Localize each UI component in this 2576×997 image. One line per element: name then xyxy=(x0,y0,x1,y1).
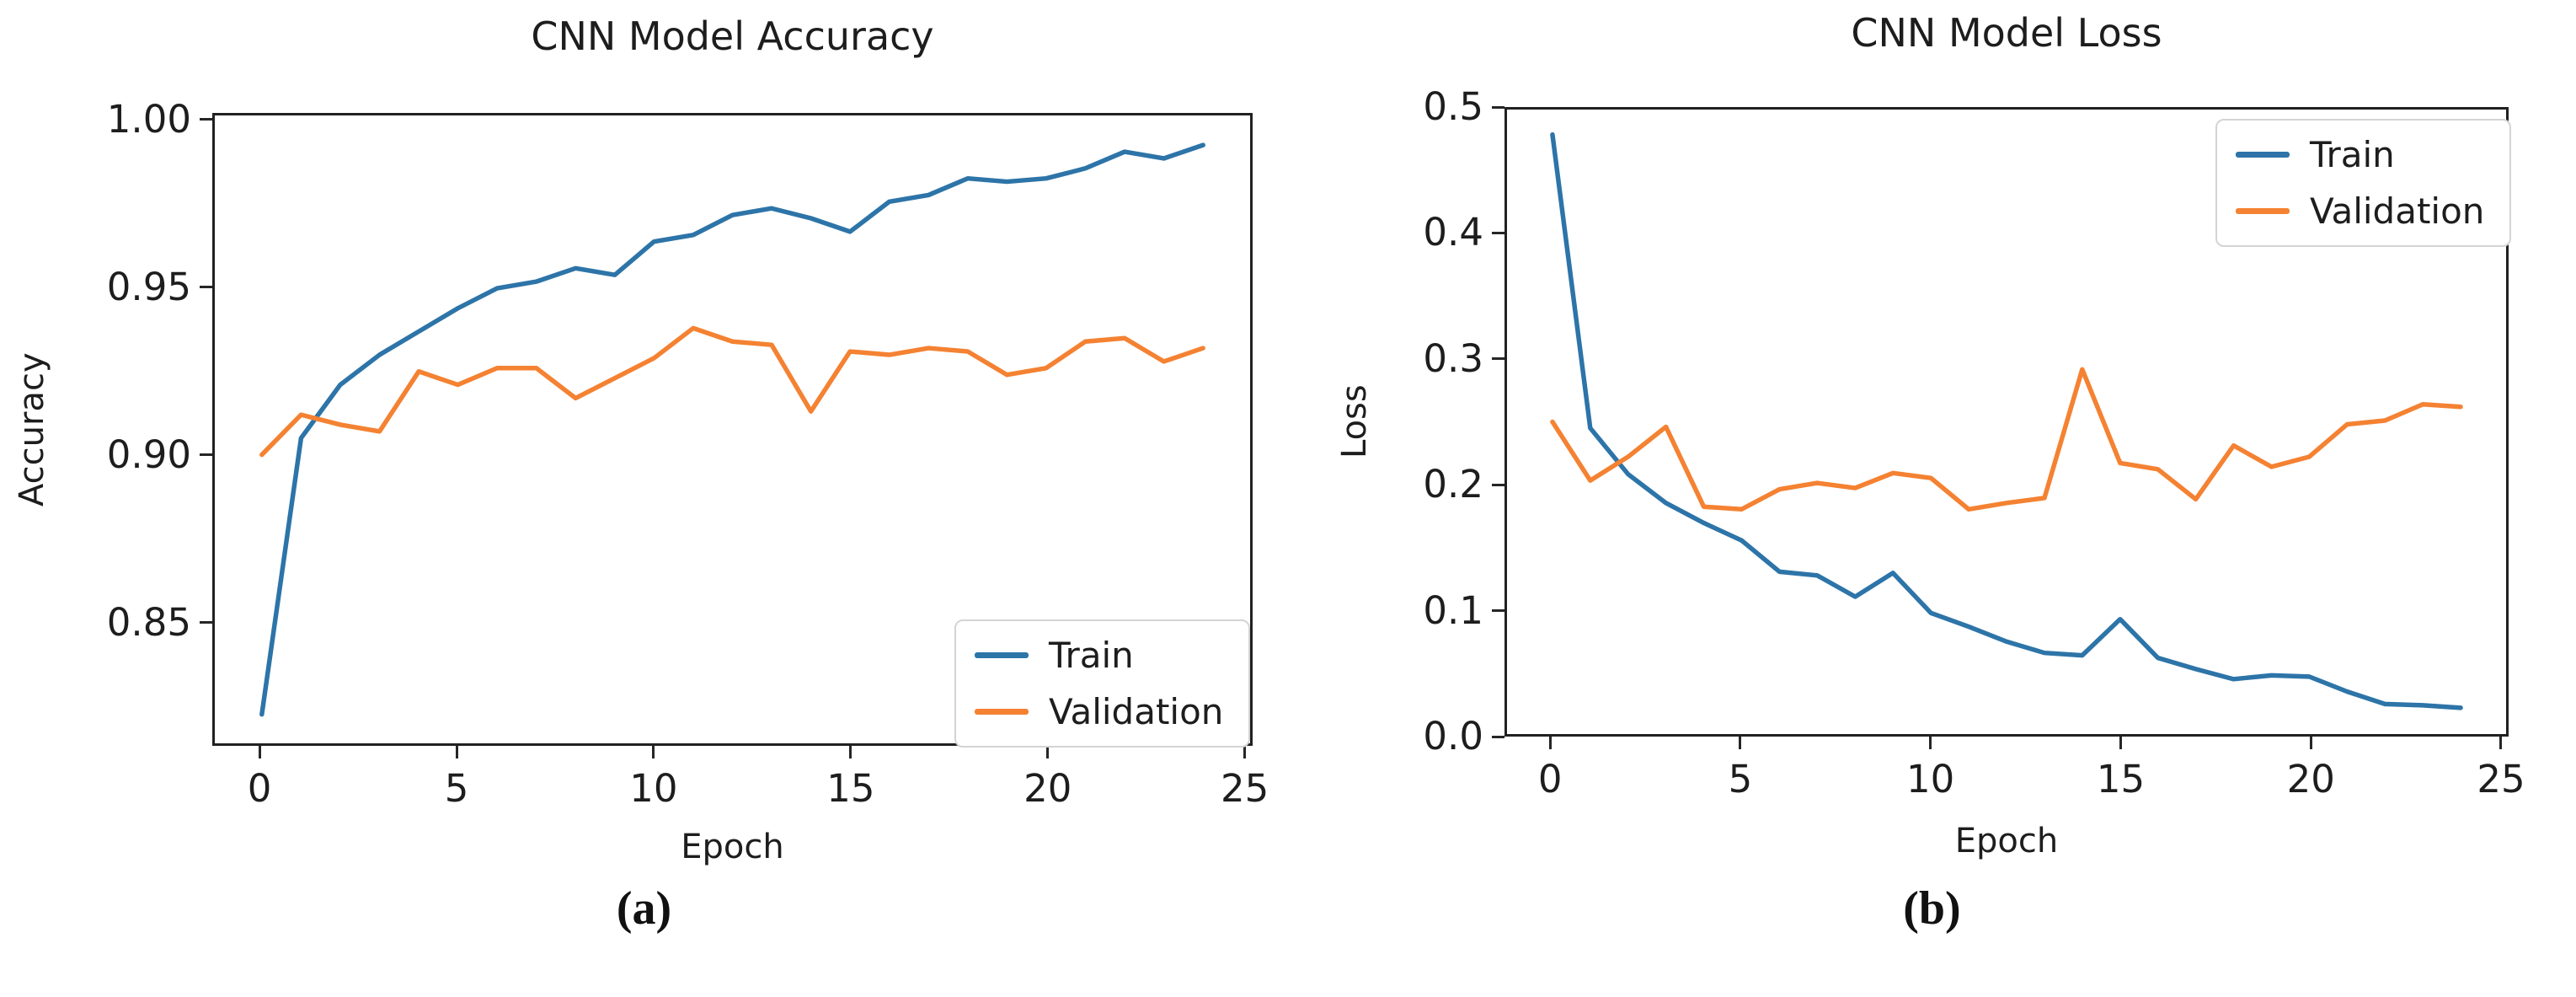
y-tick-mark xyxy=(1492,735,1504,738)
subfigure-caption: (a) xyxy=(616,882,672,935)
x-tick-mark xyxy=(455,746,458,758)
x-tick-mark xyxy=(1929,737,1932,749)
legend-label: Train xyxy=(2310,134,2395,175)
series-line-train xyxy=(1550,131,2463,710)
y-tick-mark xyxy=(200,286,212,289)
y-tick-label: 1.00 xyxy=(106,96,191,142)
y-tick-mark xyxy=(1492,231,1504,234)
chart-title: CNN Model Loss xyxy=(1851,10,2162,56)
x-tick-label: 0 xyxy=(247,766,272,811)
series-lines xyxy=(259,142,1205,717)
y-tick-label: 0.0 xyxy=(1423,714,1483,758)
legend: Train Validation xyxy=(954,619,1251,748)
x-tick-label: 10 xyxy=(629,766,678,811)
y-tick-mark xyxy=(1492,357,1504,361)
x-tick-mark xyxy=(1046,746,1050,758)
x-tick-mark xyxy=(2309,737,2312,749)
x-tick-mark xyxy=(1739,737,1742,749)
legend-label: Train xyxy=(1049,635,1134,676)
series-line-validation xyxy=(1550,367,2463,512)
x-tick-mark xyxy=(1243,746,1247,758)
y-tick-mark xyxy=(1492,483,1504,486)
x-tick-label: 20 xyxy=(2286,757,2335,801)
x-axis-label: Epoch xyxy=(1954,822,2059,860)
legend-swatch-train xyxy=(975,652,1029,658)
y-tick-label: 0.95 xyxy=(106,264,191,309)
y-axis-label: Loss xyxy=(1335,384,1374,459)
legend-label: Validation xyxy=(2310,190,2485,232)
x-tick-label: 25 xyxy=(1221,766,1269,811)
legend-entry-validation: Validation xyxy=(975,691,1223,732)
series-line-validation xyxy=(259,325,1205,458)
x-tick-label: 25 xyxy=(2477,757,2525,801)
x-tick-mark xyxy=(1548,737,1552,749)
x-tick-mark xyxy=(652,746,655,758)
y-tick-mark xyxy=(200,453,212,457)
y-tick-label: 0.3 xyxy=(1423,335,1483,381)
x-tick-mark xyxy=(849,746,852,758)
legend-entry-train: Train xyxy=(975,635,1223,676)
y-tick-label: 0.5 xyxy=(1423,84,1483,129)
x-tick-label: 15 xyxy=(826,766,875,811)
y-tick-label: 0.1 xyxy=(1423,587,1483,633)
y-tick-label: 0.4 xyxy=(1423,210,1483,255)
y-tick-mark xyxy=(1492,105,1504,109)
y-tick-label: 0.90 xyxy=(106,431,191,477)
y-tick-mark xyxy=(200,621,212,624)
y-tick-label: 0.2 xyxy=(1423,462,1483,507)
chart-title: CNN Model Accuracy xyxy=(531,13,934,59)
x-tick-label: 10 xyxy=(1906,757,1955,801)
x-tick-label: 0 xyxy=(1537,757,1563,801)
legend-entry-validation: Validation xyxy=(2236,190,2484,232)
legend-label: Validation xyxy=(1049,691,1224,732)
x-tick-mark xyxy=(2499,737,2503,749)
x-axis-label: Epoch xyxy=(681,828,784,866)
x-tick-label: 5 xyxy=(444,766,469,811)
legend-entry-train: Train xyxy=(2236,134,2484,175)
y-tick-label: 0.85 xyxy=(106,599,191,645)
legend-swatch-validation xyxy=(2236,208,2290,214)
y-tick-mark xyxy=(1492,609,1504,613)
series-lines xyxy=(1550,131,2463,710)
subfigure-caption: (b) xyxy=(1903,882,1961,935)
x-tick-mark xyxy=(2119,737,2122,749)
y-tick-mark xyxy=(200,118,212,121)
legend-swatch-train xyxy=(2236,152,2290,158)
x-tick-label: 20 xyxy=(1023,766,1072,811)
legend-swatch-validation xyxy=(975,709,1029,715)
x-tick-label: 15 xyxy=(2096,757,2146,801)
x-tick-mark xyxy=(258,746,261,758)
x-tick-label: 5 xyxy=(1728,757,1753,801)
series-line-train xyxy=(259,142,1205,717)
legend: Train Validation xyxy=(2215,119,2512,247)
